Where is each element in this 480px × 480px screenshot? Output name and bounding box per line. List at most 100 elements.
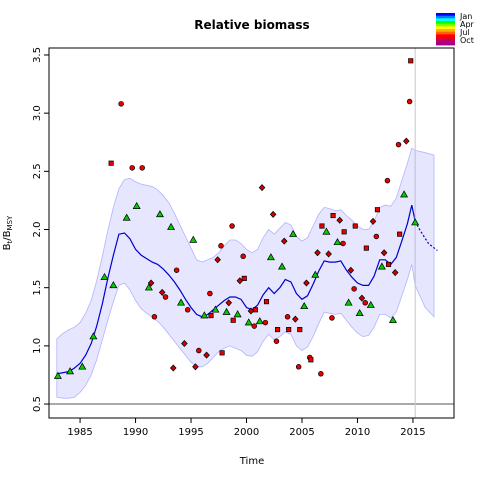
data-point-triangle — [177, 298, 186, 306]
data-point-square — [374, 207, 380, 213]
legend-color-swatch — [436, 13, 455, 17]
data-point-circle — [240, 253, 246, 260]
data-point-square — [397, 231, 403, 237]
legend-color-swatch — [436, 15, 455, 19]
data-point-triangle — [322, 227, 331, 235]
data-point-square — [308, 357, 314, 363]
data-point-triangle — [189, 235, 198, 243]
data-point-triangle — [377, 262, 386, 270]
legend-color-swatch — [436, 31, 455, 35]
data-point-square — [319, 223, 325, 229]
y-tick-label: 3.0 — [32, 105, 43, 121]
data-point-diamond — [336, 216, 343, 224]
data-point-circle — [218, 243, 224, 249]
x-tick-label: 1985 — [67, 427, 92, 438]
x-tick-label: 1995 — [178, 427, 203, 438]
data-point-diamond — [169, 364, 177, 372]
data-point-circle — [139, 165, 145, 171]
data-point-triangle — [400, 190, 409, 198]
data-point-triangle — [66, 367, 75, 375]
data-point-circle — [384, 177, 391, 184]
median-line-layer — [56, 204, 438, 375]
data-point-circle — [362, 300, 368, 306]
legend-color-swatch — [436, 42, 455, 46]
y-tick-label: 2.0 — [32, 222, 43, 238]
data-point-circle — [329, 315, 335, 321]
data-point-triangle — [266, 253, 275, 261]
data-point-square — [297, 327, 303, 333]
data-point-diamond — [369, 217, 377, 225]
data-point-circle — [151, 314, 158, 320]
x-tick-label: 2015 — [400, 427, 425, 438]
data-point-triangle — [278, 262, 287, 270]
data-point-square — [252, 307, 258, 313]
data-point-triangle — [89, 332, 98, 340]
data-point-triangle — [167, 222, 176, 230]
data-point-diamond — [347, 266, 355, 274]
data-point-diamond — [391, 269, 399, 277]
confidence-band-layer — [56, 147, 435, 399]
data-point-square — [108, 160, 114, 166]
legend-color-swatch — [436, 23, 455, 27]
data-point-triangle — [155, 210, 164, 218]
data-point-triangle — [200, 311, 209, 319]
data-point-circle — [295, 364, 302, 370]
data-point-square — [286, 327, 292, 333]
legend-color-swatch — [436, 18, 455, 22]
legend-month-label: Jul — [459, 28, 470, 37]
y-tick-label: 1.0 — [32, 338, 43, 354]
data-point-diamond — [181, 340, 188, 348]
legend-color-swatch — [436, 29, 455, 33]
data-point-triangle — [289, 229, 298, 237]
data-point-diamond — [292, 315, 299, 323]
data-point-diamond — [203, 351, 210, 359]
data-point-circle — [351, 286, 357, 292]
observation-points-layer — [53, 58, 420, 379]
data-point-diamond — [280, 237, 288, 245]
data-point-diamond — [258, 184, 266, 192]
data-point-circle — [406, 98, 413, 105]
confidence-band — [56, 147, 416, 399]
data-point-square — [219, 350, 225, 356]
data-point-triangle — [144, 283, 153, 291]
data-point-triangle — [109, 281, 118, 289]
data-point-circle — [173, 267, 180, 273]
data-point-diamond — [325, 250, 332, 258]
data-point-diamond — [380, 249, 388, 257]
x-axis-title: Time — [239, 456, 264, 467]
data-point-diamond — [403, 137, 410, 145]
data-point-circle — [284, 314, 291, 320]
data-point-triangle — [255, 317, 264, 325]
data-point-triangle — [333, 237, 342, 246]
legend-color-swatch — [436, 34, 455, 38]
data-point-circle — [262, 319, 269, 326]
y-axis-title-main: B — [2, 243, 13, 250]
plot-frame — [48, 47, 455, 419]
data-point-diamond — [358, 294, 366, 302]
y-tick-label: 0.5 — [32, 396, 43, 412]
data-point-triangle — [132, 201, 141, 209]
data-point-diamond — [314, 249, 321, 257]
data-point-triangle — [244, 318, 253, 326]
data-point-triangle — [222, 307, 231, 315]
data-point-diamond — [147, 279, 155, 287]
data-point-triangle — [311, 270, 320, 278]
y-axis-title-sub1: t — [6, 240, 14, 243]
data-point-triangle — [78, 362, 87, 370]
data-point-circle — [207, 290, 213, 297]
data-point-circle — [184, 307, 191, 313]
data-point-triangle — [100, 272, 109, 280]
data-point-circle — [318, 371, 324, 377]
data-point-square — [330, 212, 336, 219]
legend-month-label: Apr — [460, 20, 475, 29]
data-point-circle — [251, 323, 258, 329]
data-point-square — [352, 223, 358, 229]
data-point-circle — [162, 294, 169, 300]
data-point-diamond — [214, 256, 221, 264]
data-point-circle — [129, 165, 135, 171]
data-point-diamond — [236, 277, 244, 285]
y-axis-title-mid: /B — [2, 230, 13, 240]
data-point-triangle — [355, 308, 364, 317]
